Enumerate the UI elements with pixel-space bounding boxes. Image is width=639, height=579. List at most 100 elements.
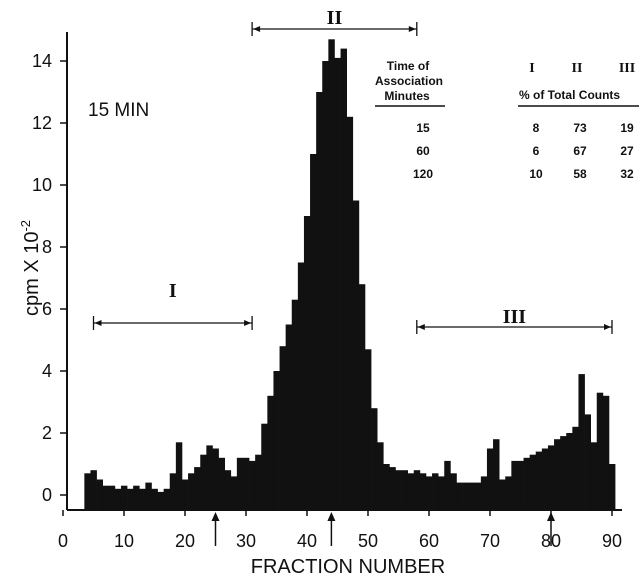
histogram-bar	[310, 154, 317, 510]
histogram-bar	[499, 479, 506, 510]
histogram-bar	[279, 346, 286, 510]
y-tick-label: 8	[42, 237, 52, 257]
y-tick-label: 14	[32, 51, 52, 71]
fraction-arrow	[211, 512, 220, 546]
fraction-arrows	[211, 512, 555, 546]
y-tick-label: 10	[32, 175, 52, 195]
histogram-bar	[163, 488, 171, 510]
histogram-bar	[401, 470, 408, 510]
histogram-bar	[261, 423, 268, 510]
table-col-label-III: III	[619, 61, 635, 76]
y-axis-ticks: 0 2 4 6 8 10 12 14	[32, 51, 67, 505]
histogram-bar	[529, 454, 537, 510]
histogram-bar	[346, 116, 354, 511]
y-tick-label: 6	[42, 299, 52, 319]
histogram-bar	[517, 460, 524, 510]
table-row-1-time: 15	[416, 121, 430, 135]
histogram-bar	[273, 371, 280, 510]
table-col-label-II: II	[572, 61, 583, 76]
histogram-bar	[267, 395, 274, 510]
histogram-bar	[96, 479, 103, 510]
histogram-bar	[127, 488, 134, 510]
histogram-bar	[230, 476, 238, 510]
histogram-bar	[608, 464, 616, 510]
histogram-bar	[114, 488, 122, 510]
table-row-3-time: 120	[413, 167, 433, 181]
histogram-bar	[578, 374, 585, 510]
x-tick-label: 40	[297, 531, 317, 551]
table-row-1-I: 8	[533, 121, 540, 135]
histogram-bar	[316, 92, 323, 510]
histogram-bar	[584, 414, 591, 510]
region-label-II: II	[327, 7, 343, 29]
table-row-3-II: 58	[573, 167, 587, 181]
region-label-I: I	[169, 280, 177, 302]
x-axis-ticks: 0 10 20 30 40 50 60 70 80 90	[58, 510, 622, 551]
x-tick-label: 50	[358, 531, 378, 551]
histogram-bar	[371, 408, 378, 510]
table-row-1-III: 19	[620, 121, 634, 135]
histogram-bar	[218, 457, 225, 510]
y-axis-label-exponent: -2	[18, 220, 33, 232]
x-axis-label: FRACTION NUMBER	[251, 556, 445, 578]
histogram-bar	[572, 426, 579, 510]
histogram-bar	[425, 476, 433, 510]
histogram-bar	[297, 262, 305, 510]
histogram-bar	[407, 473, 415, 510]
table-row-1-II: 73	[573, 121, 587, 135]
histogram-bar	[236, 457, 244, 510]
region-bracket-II: II	[251, 7, 418, 36]
histogram-bar	[242, 457, 250, 510]
y-tick-label: 12	[32, 113, 52, 133]
histogram-bar	[151, 488, 158, 510]
histogram-bar	[590, 442, 598, 510]
histogram-bar	[322, 61, 329, 510]
fraction-arrow	[547, 512, 555, 546]
table-row-2-II: 67	[573, 144, 587, 158]
histogram-bar	[200, 454, 207, 510]
histogram-bar	[505, 476, 512, 510]
table-row-2-I: 6	[533, 144, 540, 158]
table-row-2-time: 60	[416, 144, 430, 158]
fraction-arrow	[327, 512, 336, 546]
histogram-bar	[493, 439, 500, 510]
panel-label: 15 MIN	[88, 100, 149, 121]
x-tick-label: 30	[236, 531, 256, 551]
histogram-bar	[523, 457, 530, 510]
table-header-line-1: Time of	[387, 59, 430, 73]
table-header-line-2: Association	[375, 74, 443, 88]
histogram-bar	[90, 470, 97, 510]
histogram-bar	[413, 470, 421, 510]
histogram-bar	[169, 473, 177, 510]
x-tick-label: 10	[114, 531, 134, 551]
histogram-bar	[474, 482, 482, 510]
histogram-bar	[596, 392, 604, 510]
histogram-bar	[328, 39, 335, 511]
table-col-label-I: I	[529, 61, 534, 76]
histogram-bar	[120, 485, 128, 510]
histogram-bar	[560, 436, 567, 510]
y-tick-label: 4	[42, 361, 52, 381]
x-tick-label: 20	[175, 531, 195, 551]
table-row-3-I: 10	[529, 167, 543, 181]
histogram-bar	[468, 482, 476, 510]
histogram-bar	[352, 200, 360, 510]
y-axis-label: cpm X 10-2	[18, 220, 43, 316]
x-tick-label: 70	[480, 531, 500, 551]
histogram-bar	[480, 476, 488, 510]
y-tick-label: 2	[42, 423, 52, 443]
histogram-bar	[554, 439, 561, 510]
histogram-bar	[157, 491, 164, 510]
x-tick-label: 0	[58, 531, 68, 551]
percent-counts-table: Time of Association Minutes I II III % o…	[375, 59, 639, 181]
histogram-bar	[547, 445, 555, 510]
histogram-bar	[334, 57, 341, 511]
histogram-bar	[364, 349, 372, 510]
x-tick-label: 60	[419, 531, 439, 551]
histogram-bar	[133, 485, 140, 510]
histogram-bar	[340, 48, 347, 510]
histogram-bar	[462, 482, 469, 510]
histogram-bar	[84, 473, 91, 510]
histogram-bar	[212, 448, 219, 510]
